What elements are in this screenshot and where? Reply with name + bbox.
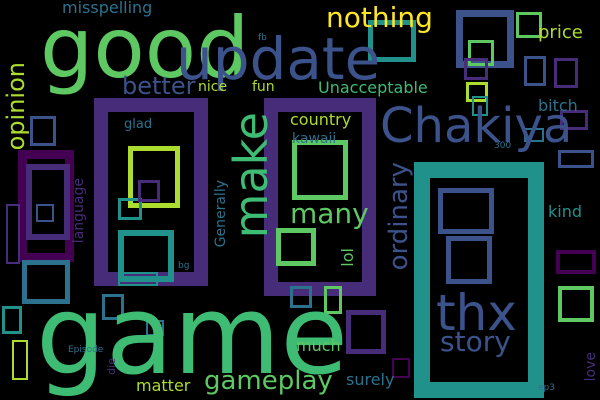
word-ep3: ep3 <box>538 383 555 393</box>
word-surely: surely <box>346 370 395 389</box>
glyph-box <box>516 12 542 38</box>
glyph-box <box>118 230 174 282</box>
glyph-box <box>368 20 416 62</box>
glyph-box <box>276 228 316 266</box>
word-unacceptable: Unacceptable <box>318 78 428 97</box>
word-price: price <box>538 22 583 43</box>
glyph-box <box>118 272 158 286</box>
glyph-box <box>524 128 544 142</box>
glyph-box <box>22 260 70 304</box>
glyph-box <box>414 162 544 398</box>
glyph-box <box>558 286 594 322</box>
word-kawaii: kawaii <box>292 131 337 147</box>
glyph-box <box>26 164 70 240</box>
word-language: language <box>71 178 87 244</box>
glyph-box <box>6 204 20 264</box>
word-fb: fb <box>258 33 267 43</box>
glyph-box <box>392 358 410 378</box>
glyph-box <box>472 96 488 116</box>
glyph-box <box>446 236 492 284</box>
glyph-box <box>466 82 488 102</box>
word-nothing: nothing <box>326 1 433 34</box>
glyph-box <box>554 58 578 88</box>
glyph-box <box>438 188 494 234</box>
glyph-box <box>468 40 494 66</box>
word-die: die <box>105 358 118 375</box>
word-generally: Generally <box>213 180 229 248</box>
word-ordinary: ordinary <box>384 162 414 271</box>
word-much: much <box>296 336 341 355</box>
glyph-box <box>30 116 56 146</box>
word-story: story <box>440 325 511 358</box>
word-opinion: opinion <box>2 62 30 151</box>
glyph-box <box>94 98 208 286</box>
glyph-box <box>2 306 22 334</box>
glyph-box <box>290 286 312 308</box>
glyph-box <box>36 204 54 222</box>
word-chakiya: Chakiya <box>380 98 573 154</box>
word-good: good <box>40 0 250 97</box>
glyph-box <box>324 286 342 314</box>
glyph-box <box>118 198 142 220</box>
word-thx: thx <box>436 284 517 342</box>
word-lol: lol <box>338 248 357 267</box>
word-glad: glad <box>124 117 153 132</box>
word-update: update <box>176 25 381 93</box>
word-better: better <box>122 72 196 100</box>
glyph-box <box>524 56 546 86</box>
word-country: country <box>290 110 352 129</box>
glyph-box <box>464 58 488 80</box>
glyph-box <box>556 250 596 274</box>
glyph-box <box>102 294 124 320</box>
word-bg: bg <box>178 261 190 271</box>
glyph-box <box>12 340 28 380</box>
glyph-box <box>346 310 386 354</box>
glyph-box <box>558 150 594 168</box>
word-episode: Episode <box>68 345 104 355</box>
word-make: make <box>224 112 278 239</box>
word-kind: kind <box>548 202 583 221</box>
word-many: many <box>290 197 369 230</box>
glyph-box <box>146 320 164 336</box>
glyph-box <box>138 180 160 202</box>
word-misspelling: misspelling <box>62 0 153 17</box>
glyph-box <box>292 140 348 200</box>
word-love: love <box>583 352 599 382</box>
word-300: 300 <box>494 141 512 151</box>
word-fun: fun <box>252 79 275 95</box>
word-bitch: bitch <box>538 96 578 115</box>
word-game: game <box>36 271 349 399</box>
word-gameplay: gameplay <box>204 366 333 396</box>
glyph-box <box>128 146 180 208</box>
glyph-box <box>560 110 588 130</box>
word-nice: nice <box>198 79 228 95</box>
word-matter: matter <box>136 376 191 395</box>
